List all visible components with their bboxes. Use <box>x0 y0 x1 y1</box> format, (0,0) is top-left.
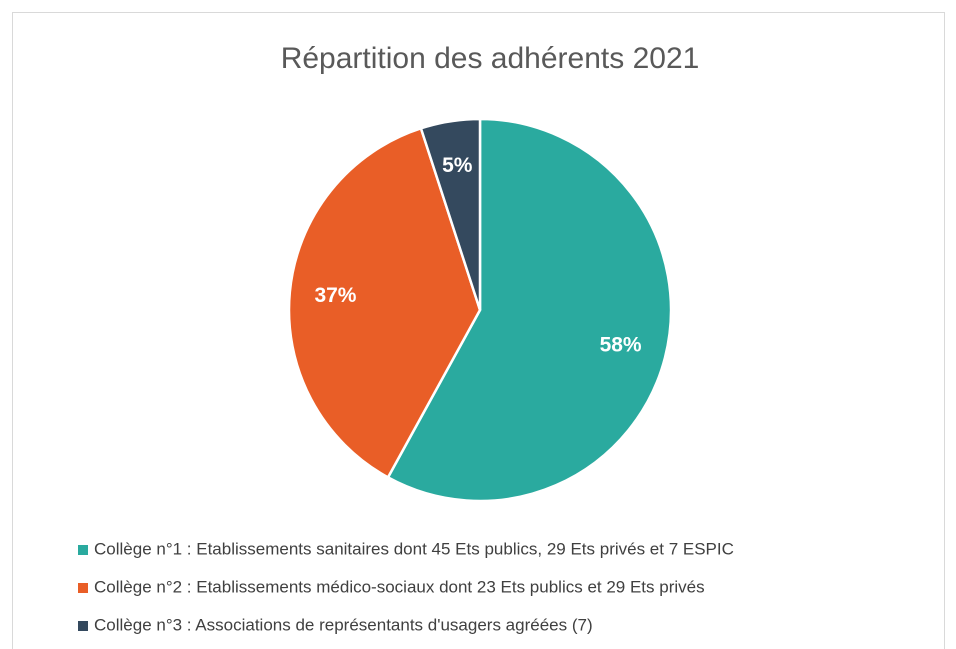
chart-title: Répartition des adhérents 2021 <box>281 42 700 75</box>
legend-swatch <box>78 583 88 593</box>
data-label: 5% <box>442 154 473 177</box>
pie-slice <box>287 126 482 480</box>
legend-swatch <box>78 621 88 631</box>
data-label: 37% <box>314 284 356 307</box>
data-label: 58% <box>600 334 642 357</box>
pie-slice <box>386 117 673 503</box>
legend-label: Collège n°1 : Etablissements sanitaires … <box>94 539 734 558</box>
pie-slice <box>419 117 482 311</box>
legend-label: Collège n°2 : Etablissements médico-soci… <box>94 577 705 596</box>
legend-swatch <box>78 545 88 555</box>
legend-label: Collège n°3 : Associations de représenta… <box>94 615 593 634</box>
